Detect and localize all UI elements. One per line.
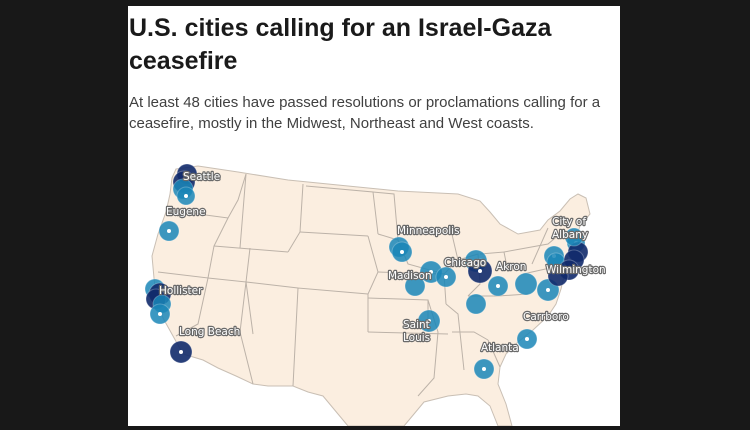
city-marker	[514, 272, 538, 296]
label-akron: Akron	[496, 261, 526, 273]
city-marker-dot	[400, 250, 404, 254]
label-long-beach: Long Beach	[179, 326, 240, 338]
us-map-svg: Seattle Eugene Hollister Long Beach Minn…	[144, 164, 607, 426]
label-carrboro: Carrboro	[523, 311, 569, 323]
label-saint: Saint	[403, 319, 430, 331]
city-marker	[465, 293, 487, 315]
city-marker-dot	[427, 319, 431, 323]
city-markers	[144, 164, 589, 380]
graphic-subtitle: At least 48 cities have passed resolutio…	[129, 94, 601, 132]
city-marker	[404, 275, 426, 297]
us-land	[151, 165, 591, 426]
label-hollister: Hollister	[159, 285, 203, 297]
label-city-of: City of	[552, 216, 586, 228]
city-marker-dot	[179, 350, 183, 354]
label-madison: Madison	[388, 270, 432, 282]
graphic-title: U.S. cities calling for an Israel-Gaza c…	[129, 14, 552, 75]
city-marker-dot	[429, 270, 433, 274]
city-marker-dot	[482, 367, 486, 371]
city-marker-dot	[158, 312, 162, 316]
us-map: Seattle Eugene Hollister Long Beach Minn…	[128, 164, 620, 426]
label-albany: Albany	[552, 229, 588, 241]
city-marker-dot	[184, 194, 188, 198]
label-wilmington: Wilmington	[546, 264, 606, 276]
city-labels: Seattle Eugene Hollister Long Beach Minn…	[158, 170, 607, 355]
graphic-card: U.S. cities calling for an Israel-Gaza c…	[128, 6, 620, 426]
city-marker-dot	[496, 284, 500, 288]
city-marker-dot	[478, 269, 482, 273]
label-seattle: Seattle	[183, 171, 220, 183]
label-louis: Louis	[403, 332, 430, 344]
label-chicago: Chicago	[444, 257, 486, 269]
label-eugene: Eugene	[166, 206, 206, 218]
city-marker-dot	[444, 275, 448, 279]
city-marker-dot	[167, 229, 171, 233]
label-minneapolis: Minneapolis	[397, 225, 460, 237]
city-marker-dot	[546, 288, 550, 292]
city-marker	[547, 265, 569, 287]
label-atlanta: Atlanta	[481, 342, 519, 354]
city-marker	[564, 227, 584, 247]
city-marker-dot	[525, 337, 529, 341]
